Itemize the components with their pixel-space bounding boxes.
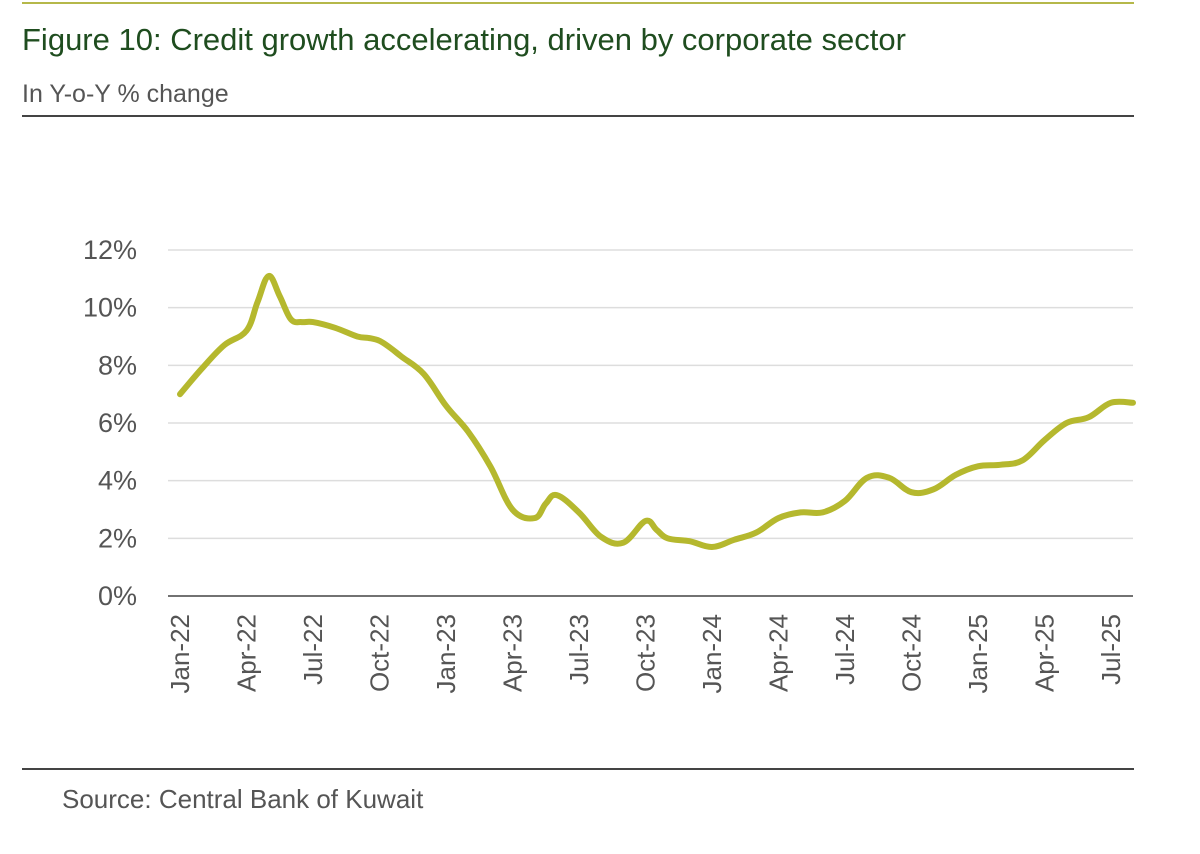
y-tick-label: 2% xyxy=(98,523,137,553)
header-rule xyxy=(22,115,1134,117)
y-tick-label: 12% xyxy=(83,235,137,265)
y-tick-label: 10% xyxy=(83,293,137,323)
x-tick-label: Oct-23 xyxy=(630,614,660,692)
x-tick-label: Jan-22 xyxy=(165,614,195,694)
y-tick-label: 8% xyxy=(98,350,137,380)
series-layer xyxy=(177,273,1136,550)
y-tick-label: 0% xyxy=(98,581,137,611)
x-tick-label: Jan-23 xyxy=(431,614,461,694)
x-tick-label: Jul-25 xyxy=(1096,614,1126,685)
x-axis-labels: Jan-22 Apr-22 Jul-22 Oct-22 Jan-23 Apr-23 Jul-… xyxy=(165,614,1126,694)
source-note: Source: Central Bank of Kuwait xyxy=(62,784,424,814)
footer-rule xyxy=(22,768,1134,770)
x-tick-label: Apr-24 xyxy=(763,614,793,692)
x-tick-label: Jan-24 xyxy=(697,614,727,694)
x-tick-label: Apr-25 xyxy=(1029,614,1059,692)
x-tick-label: Apr-22 xyxy=(231,614,261,692)
chart-title: Figure 10: Credit growth accelerating, d… xyxy=(22,22,906,57)
y-tick-label: 4% xyxy=(98,466,137,496)
series-line-credit-growth xyxy=(177,273,1136,550)
chart-subtitle: In Y-o-Y % change xyxy=(22,80,229,108)
grid-layer xyxy=(168,249,1133,540)
x-tick-label: Oct-22 xyxy=(364,614,394,692)
x-tick-label: Oct-24 xyxy=(896,614,926,692)
x-tick-label: Jan-25 xyxy=(963,614,993,694)
x-tick-label: Jul-23 xyxy=(564,614,594,685)
top-rule xyxy=(22,2,1134,4)
x-tick-label: Apr-23 xyxy=(497,614,527,692)
x-tick-label: Jul-24 xyxy=(830,614,860,685)
y-axis-labels: 0% 2% 4% 6% 8% 10% 12% xyxy=(83,235,137,611)
x-tick-label: Jul-22 xyxy=(298,614,328,685)
y-tick-label: 6% xyxy=(98,408,137,438)
